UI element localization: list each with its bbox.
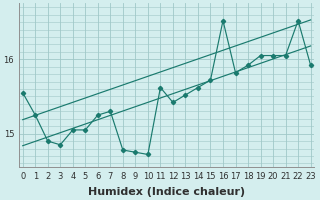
X-axis label: Humidex (Indice chaleur): Humidex (Indice chaleur) [88, 187, 245, 197]
